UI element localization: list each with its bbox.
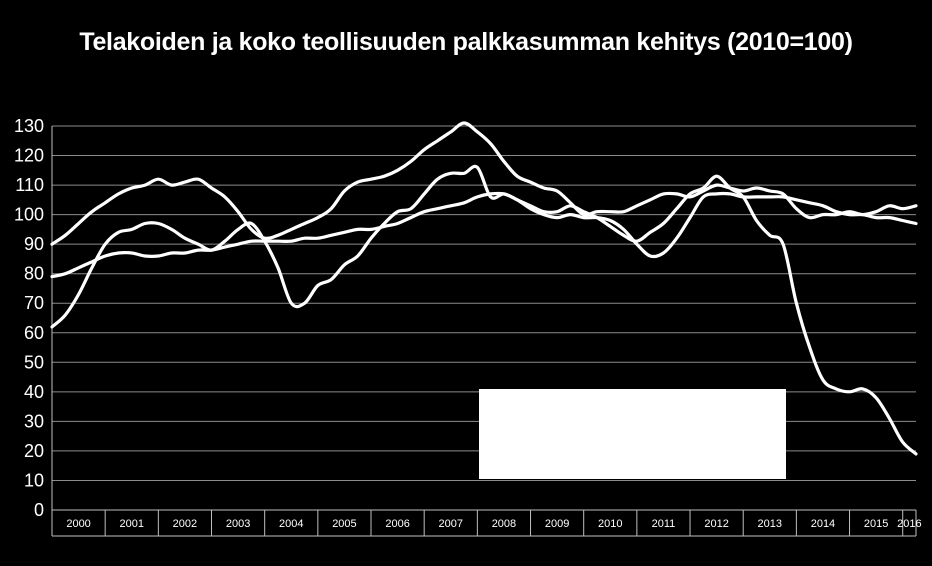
series-group: [50, 121, 918, 456]
y-tick-label: 130: [14, 116, 44, 136]
chart-title: Telakoiden ja koko teollisuuden palkkasu…: [79, 28, 853, 56]
series-line-2: [50, 164, 918, 456]
x-tick-label: 2013: [758, 518, 782, 530]
y-tick-label: 60: [24, 323, 44, 343]
x-axis: 2000 2001 2002 2003 2004 2005 2006 2007 2008 2009…: [51, 509, 922, 537]
y-tick-label: 20: [24, 441, 44, 461]
y-tick-label: 120: [14, 146, 44, 166]
y-tick-label: 30: [24, 411, 44, 431]
x-tick-label: 2009: [545, 518, 569, 530]
y-tick-label: 100: [14, 205, 44, 225]
x-tick-label: 2005: [332, 518, 356, 530]
series-line-1: [50, 121, 918, 246]
series-line-3: [50, 191, 918, 279]
y-tick-label: 110: [15, 175, 44, 195]
x-tick-label: 2006: [385, 518, 409, 530]
y-tick-label: 0: [34, 500, 44, 520]
x-tick-label: 2015: [864, 518, 888, 530]
x-tick-label: 2001: [120, 518, 144, 530]
y-tick-label: 10: [24, 470, 44, 490]
x-tick-label: 2003: [226, 518, 250, 530]
y-tick-label: 80: [24, 264, 44, 284]
x-tick-label: 2016: [897, 518, 921, 530]
x-tick-label: 2004: [279, 518, 303, 530]
white-box-overlay: [479, 389, 786, 479]
y-tick-label: 90: [24, 234, 44, 254]
y-axis: 0 10 20 30 40 50 60 70 80 90 100 110 120 130: [14, 116, 53, 520]
x-tick-label: 2002: [173, 518, 197, 530]
x-tick-label: 2011: [652, 518, 676, 530]
y-tick-label: 40: [24, 382, 44, 402]
y-tick-label: 50: [24, 352, 44, 372]
x-tick-label: 2008: [492, 518, 516, 530]
x-tick-label: 2000: [66, 518, 90, 530]
x-tick-label: 2010: [598, 518, 622, 530]
x-tick-label: 2014: [811, 518, 835, 530]
y-tick-label: 70: [24, 293, 44, 313]
x-tick-label: 2007: [439, 518, 463, 530]
x-tick-label: 2012: [704, 518, 728, 530]
